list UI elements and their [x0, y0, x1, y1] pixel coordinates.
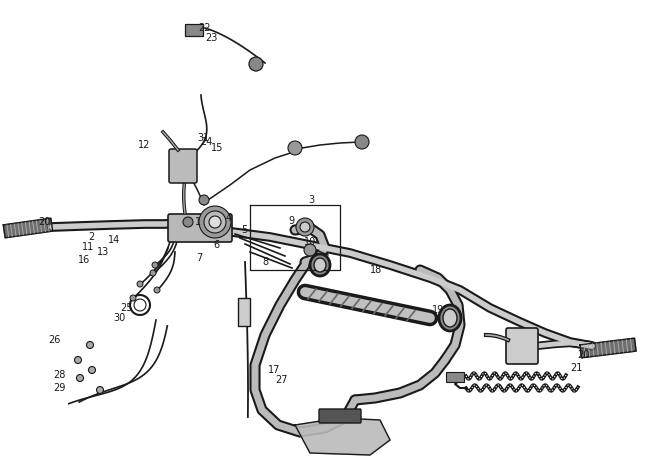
- Text: 13: 13: [97, 247, 109, 257]
- Circle shape: [154, 287, 160, 293]
- Text: 31: 31: [197, 133, 209, 143]
- Ellipse shape: [310, 254, 330, 276]
- Text: 24: 24: [200, 137, 213, 147]
- FancyBboxPatch shape: [168, 214, 232, 242]
- Ellipse shape: [314, 258, 326, 272]
- Text: 27: 27: [275, 375, 287, 385]
- Circle shape: [183, 217, 193, 227]
- Text: 2: 2: [88, 232, 94, 242]
- Text: 8: 8: [262, 257, 268, 267]
- Text: 11: 11: [82, 242, 94, 252]
- Text: 6: 6: [213, 240, 219, 250]
- Circle shape: [86, 341, 94, 349]
- Polygon shape: [3, 218, 53, 238]
- Circle shape: [137, 281, 143, 287]
- Text: 20: 20: [577, 350, 590, 360]
- Polygon shape: [295, 418, 390, 455]
- Text: 26: 26: [48, 335, 60, 345]
- Text: 7: 7: [196, 253, 202, 263]
- Circle shape: [249, 57, 263, 71]
- Circle shape: [199, 195, 209, 205]
- Circle shape: [204, 211, 226, 233]
- Text: 4: 4: [226, 213, 232, 223]
- Circle shape: [300, 222, 310, 232]
- Text: 1: 1: [195, 217, 201, 227]
- Text: 9: 9: [288, 216, 294, 226]
- Text: 23: 23: [205, 33, 217, 43]
- Text: 12: 12: [138, 140, 150, 150]
- Text: 3: 3: [308, 195, 314, 205]
- Circle shape: [152, 262, 158, 268]
- Text: 19: 19: [432, 305, 444, 315]
- Text: 10: 10: [304, 237, 317, 247]
- Circle shape: [304, 244, 316, 256]
- Ellipse shape: [443, 309, 457, 327]
- Text: 17: 17: [268, 365, 280, 375]
- Text: 29: 29: [53, 383, 66, 393]
- Circle shape: [150, 270, 156, 276]
- Text: 18: 18: [370, 265, 382, 275]
- Circle shape: [296, 218, 314, 236]
- Text: 16: 16: [78, 255, 90, 265]
- Text: 25: 25: [120, 303, 133, 313]
- FancyBboxPatch shape: [506, 328, 538, 364]
- Circle shape: [77, 374, 83, 382]
- Text: 20: 20: [38, 217, 51, 227]
- Circle shape: [88, 367, 96, 373]
- Circle shape: [75, 356, 81, 363]
- Text: 28: 28: [53, 370, 66, 380]
- Bar: [446, 372, 464, 382]
- Text: 30: 30: [113, 313, 125, 323]
- Text: 15: 15: [211, 143, 224, 153]
- Polygon shape: [580, 338, 636, 358]
- Circle shape: [96, 387, 103, 393]
- Circle shape: [355, 135, 369, 149]
- Text: 21: 21: [570, 363, 582, 373]
- Text: 14: 14: [108, 235, 120, 245]
- Ellipse shape: [439, 305, 461, 331]
- Circle shape: [199, 206, 231, 238]
- Text: 22: 22: [198, 23, 211, 33]
- FancyBboxPatch shape: [319, 409, 361, 423]
- Bar: [185, 24, 203, 36]
- Circle shape: [130, 295, 136, 301]
- Bar: [238, 298, 250, 326]
- Circle shape: [209, 216, 221, 228]
- Circle shape: [288, 141, 302, 155]
- Text: 5: 5: [241, 225, 247, 235]
- FancyBboxPatch shape: [169, 149, 197, 183]
